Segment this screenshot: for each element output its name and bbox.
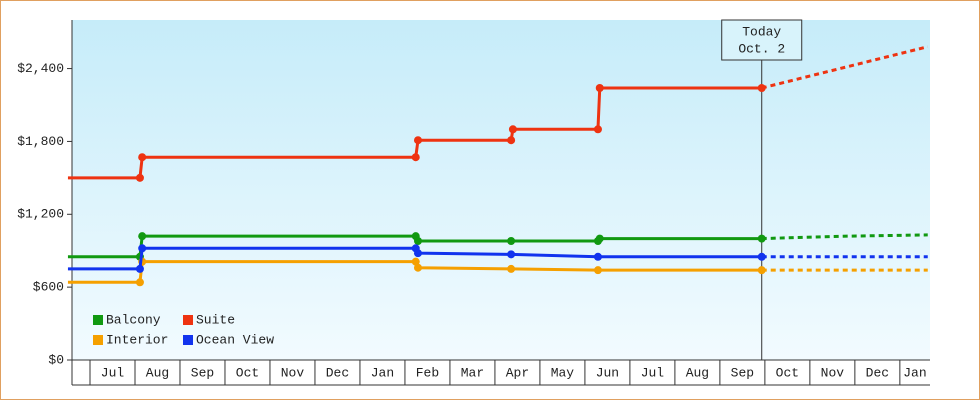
legend-label: Interior — [106, 332, 168, 347]
today-label: Today — [742, 24, 781, 39]
x-tick-label: Jun — [596, 365, 619, 380]
price-point — [593, 252, 602, 261]
price-point — [508, 125, 517, 134]
y-tick-label: $0 — [48, 352, 64, 367]
x-tick-label: Sep — [731, 365, 754, 380]
price-line — [67, 86, 762, 180]
y-tick-label: $600 — [33, 280, 64, 295]
price-point — [593, 266, 602, 275]
x-tick-label: Oct — [236, 365, 259, 380]
price-point — [413, 237, 422, 245]
legend-label: Ocean View — [196, 332, 274, 347]
x-tick-label: Sep — [191, 365, 214, 380]
price-point — [411, 153, 420, 162]
legend-swatch — [93, 315, 103, 325]
plot-area — [72, 20, 930, 360]
price-point — [595, 234, 604, 243]
x-tick-label: Jul — [101, 365, 125, 380]
price-point — [757, 84, 766, 92]
x-tick-label: Feb — [416, 365, 439, 380]
x-tick-label: Dec — [866, 365, 889, 380]
price-point — [138, 244, 147, 253]
legend-label: Suite — [196, 312, 235, 327]
x-tick-label: Mar — [461, 365, 484, 380]
x-tick-label: Nov — [821, 365, 845, 380]
price-point — [507, 136, 516, 145]
price-point — [411, 257, 420, 266]
x-tick-label: Jan — [903, 365, 926, 380]
price-point — [757, 234, 766, 243]
price-point — [135, 264, 144, 273]
price-point — [413, 249, 422, 258]
legend-swatch — [183, 315, 193, 325]
price-point — [413, 263, 422, 272]
x-tick-label: Nov — [281, 365, 305, 380]
price-point — [135, 173, 144, 182]
price-point — [507, 250, 516, 259]
x-tick-label: Aug — [146, 365, 169, 380]
price-point — [593, 125, 602, 134]
price-point — [757, 252, 766, 261]
x-tick-label: Oct — [776, 365, 799, 380]
price-point — [507, 237, 516, 245]
x-tick-label: May — [551, 365, 575, 380]
forecast-line — [761, 45, 929, 90]
x-tick-label: Jan — [371, 365, 394, 380]
price-point — [757, 266, 766, 275]
price-point — [138, 153, 147, 162]
x-tick-label: Jul — [641, 365, 665, 380]
y-tick-label: $2,400 — [17, 61, 64, 76]
price-point — [138, 232, 147, 241]
today-box — [721, 19, 803, 61]
price-point — [413, 136, 422, 145]
y-tick-label: $1,200 — [17, 207, 64, 222]
x-tick-label: Apr — [506, 365, 529, 380]
forecast-line — [761, 233, 928, 241]
y-tick-label: $1,800 — [17, 134, 64, 149]
legend-label: Balcony — [106, 312, 161, 327]
legend-swatch — [183, 335, 193, 345]
x-tick-label: Aug — [686, 365, 709, 380]
today-label: Oct. 2 — [738, 41, 785, 56]
legend-swatch — [93, 335, 103, 345]
price-point — [135, 278, 144, 287]
price-point — [595, 84, 604, 92]
price-point — [507, 264, 516, 273]
x-tick-label: Dec — [326, 365, 349, 380]
